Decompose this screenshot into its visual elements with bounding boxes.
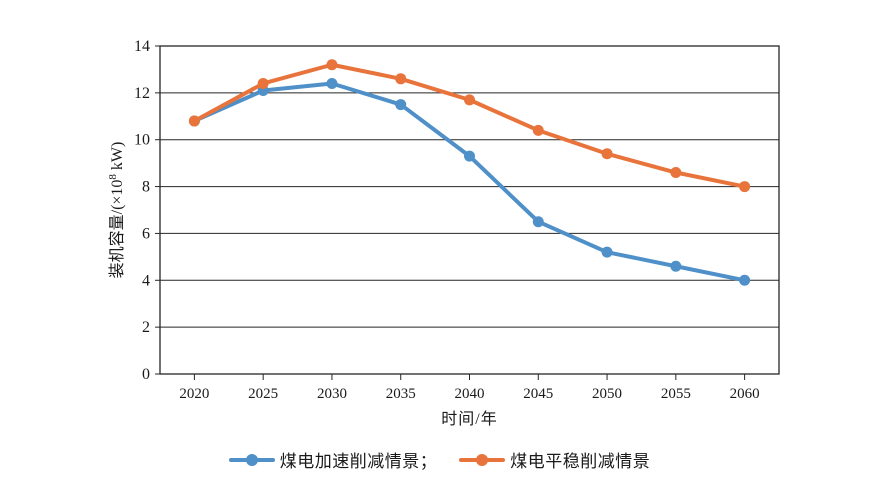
data-point-marker [326, 59, 338, 71]
legend-line-marker-icon [228, 453, 275, 466]
x-tick-label: 2045 [523, 386, 553, 402]
y-tick-label: 10 [134, 132, 150, 149]
x-axis-title: 时间/年 [441, 410, 497, 428]
y-axis-title: 装机容量/(×108 kW) [107, 142, 126, 279]
y-tick-label: 4 [142, 272, 150, 289]
x-tick-label: 2035 [386, 386, 416, 402]
legend-dot [476, 453, 489, 466]
series-0 [188, 77, 751, 286]
data-point-marker [670, 260, 682, 272]
data-point-marker [395, 99, 407, 111]
y-tick-label: 6 [142, 225, 150, 242]
legend-label-0: 煤电加速削减情景； [279, 452, 438, 471]
y-tick-label: 8 [142, 179, 150, 196]
data-point-marker [739, 274, 751, 286]
x-tick-label: 2030 [317, 386, 347, 402]
data-point-marker [532, 216, 544, 228]
data-point-marker [601, 148, 613, 160]
legend-line-marker-icon [459, 453, 506, 466]
legend-item-1: 煤电平稳削减情景 [459, 447, 650, 472]
data-point-marker [395, 73, 407, 85]
series-line [192, 81, 747, 283]
data-point-marker [739, 181, 751, 193]
x-axis: 2020 2025 2030 2035 2040 2045 2050 2055 2060 [179, 374, 760, 402]
x-tick-label: 2050 [592, 386, 622, 402]
x-tick-label: 2020 [179, 386, 209, 402]
y-tick-label: 0 [142, 366, 150, 383]
data-point-marker [464, 94, 475, 106]
data-point-marker [464, 150, 475, 162]
y-tick-label: 14 [134, 38, 150, 55]
y-tick-label: 2 [142, 319, 150, 336]
legend-item-0: 煤电加速削减情景； [228, 447, 438, 472]
data-point-marker [532, 124, 544, 136]
data-point-marker [670, 167, 682, 179]
series-line [192, 62, 747, 189]
legend-dot [245, 453, 258, 466]
data-point-marker [188, 115, 200, 127]
x-tick-label: 2025 [248, 386, 278, 402]
data-point-marker [601, 246, 613, 258]
y-tick-label: 12 [134, 85, 150, 102]
data-point-marker [257, 77, 269, 89]
x-tick-label: 2055 [661, 386, 691, 402]
x-tick-label: 2060 [730, 386, 760, 402]
x-tick-label: 2040 [455, 386, 485, 402]
series-1 [188, 59, 751, 193]
data-point-marker [326, 77, 338, 89]
legend-label-1: 煤电平稳削减情景 [510, 452, 651, 471]
chart-legend: 煤电加速削减情景； 煤电平稳削减情景 [0, 447, 879, 472]
y-axis: 0 2 4 6 8 10 12 14 [134, 38, 160, 383]
